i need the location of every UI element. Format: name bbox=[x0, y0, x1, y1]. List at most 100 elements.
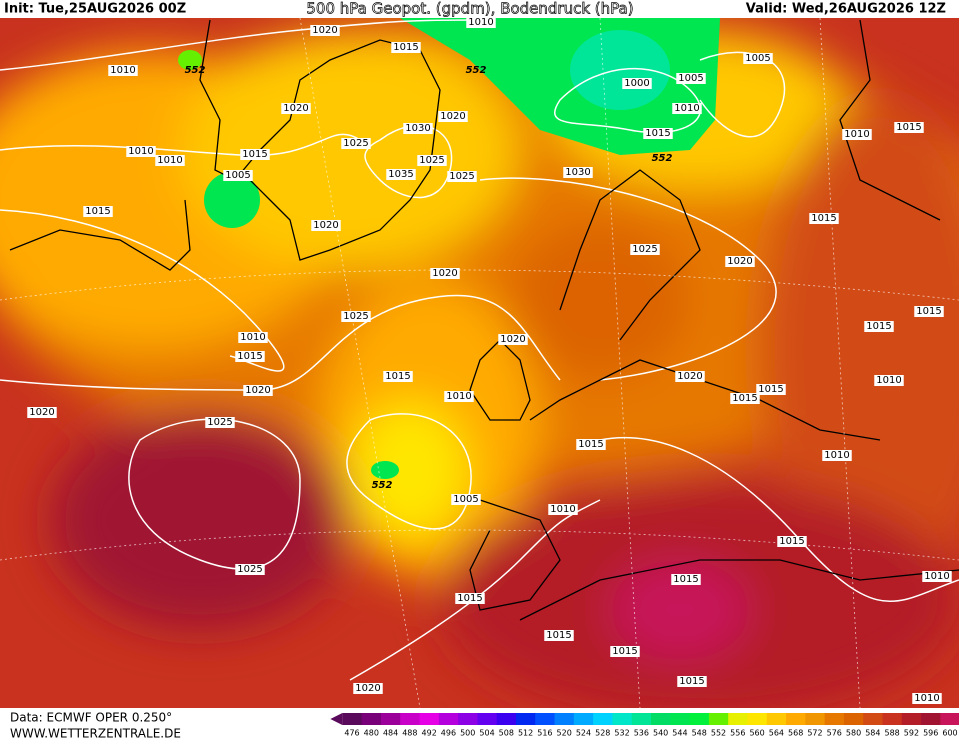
isobar-label-box bbox=[238, 332, 268, 343]
isobar-label: 1020 bbox=[355, 683, 380, 694]
isobar-label-box bbox=[240, 149, 270, 160]
data-source: Data: ECMWF OPER 0.250° bbox=[10, 711, 172, 725]
isobar-label: 1020 bbox=[245, 385, 270, 396]
colorbar-arrow-low bbox=[330, 713, 343, 725]
map-field bbox=[0, 18, 959, 708]
isobar-label: 1005 bbox=[453, 494, 478, 505]
isobar-label: 1020 bbox=[312, 25, 337, 36]
isobar-label-box bbox=[912, 693, 942, 704]
colorbar: 476 480 484 488 492 496 500 504 508 512 516 520 524 5… bbox=[330, 713, 959, 738]
colorbar-label: 520 bbox=[557, 729, 572, 738]
isobar-label-box bbox=[563, 167, 593, 178]
isobars bbox=[0, 19, 959, 681]
colorbar-label: 544 bbox=[672, 729, 687, 738]
colorbar-label: 588 bbox=[884, 729, 899, 738]
colorbar-label: 476 bbox=[344, 729, 359, 738]
isobar-label: 1020 bbox=[313, 220, 338, 231]
isobar-label: 1015 bbox=[758, 384, 783, 395]
isobar-label: 1035 bbox=[388, 169, 413, 180]
isobar-label: 552 bbox=[652, 153, 673, 164]
colorbar-label: 596 bbox=[923, 729, 938, 738]
valid-time: Valid: Wed,26AUG2026 12Z bbox=[746, 2, 946, 17]
isobar-label: 1010 bbox=[468, 17, 493, 28]
colorbar-cell bbox=[631, 713, 652, 725]
colorbar-cell bbox=[708, 713, 729, 725]
isobar-label: 1025 bbox=[237, 564, 262, 575]
isobar-label: 1005 bbox=[225, 170, 250, 181]
isobar-label-box bbox=[341, 311, 371, 322]
isobar-label: 1030 bbox=[405, 123, 430, 134]
isobar-label-box bbox=[205, 417, 235, 428]
isobar-label: 1015 bbox=[578, 439, 603, 450]
isobar-label-box bbox=[498, 334, 528, 345]
isobar-label-box bbox=[155, 155, 185, 166]
colorbar-label: 536 bbox=[634, 729, 649, 738]
colorbar-cell bbox=[921, 713, 941, 725]
isobar-label-box bbox=[341, 138, 371, 149]
isobar-label: 552 bbox=[372, 480, 393, 491]
colorbar-label: 496 bbox=[441, 729, 456, 738]
isobar-label: 1015 bbox=[85, 206, 110, 217]
isobar-label: 1020 bbox=[677, 371, 702, 382]
isobar-label-box bbox=[864, 321, 894, 332]
isobar-label-box bbox=[451, 494, 481, 505]
colorbar-cell bbox=[380, 713, 401, 725]
colorbar-label: 568 bbox=[788, 729, 803, 738]
isobar-label-box bbox=[675, 371, 705, 382]
colorbar-cell bbox=[766, 713, 787, 725]
isobar-label-box bbox=[756, 384, 786, 395]
init-time: Init: Tue,25AUG2026 00Z bbox=[4, 2, 186, 17]
colorbar-label: 580 bbox=[846, 729, 861, 738]
colorbar-label: 480 bbox=[364, 729, 379, 738]
isobar-label: 1025 bbox=[419, 155, 444, 166]
isobar-label: 1015 bbox=[732, 393, 757, 404]
colorbar-cell bbox=[863, 713, 883, 725]
isobar-label: 1015 bbox=[242, 149, 267, 160]
colorbar-cell bbox=[786, 713, 806, 725]
coastlines bbox=[9, 19, 959, 621]
graticule bbox=[0, 18, 959, 708]
isobar-label: 1010 bbox=[550, 504, 575, 515]
isobar-label: 1000 bbox=[624, 78, 649, 89]
website: WWW.WETTERZENTRALE.DE bbox=[10, 727, 181, 741]
colorbar-label: 488 bbox=[402, 729, 417, 738]
isobar-label-box bbox=[622, 78, 652, 89]
isobar-label-box bbox=[403, 123, 433, 134]
colorbar-cell bbox=[824, 713, 845, 725]
isobar-label-box bbox=[677, 676, 707, 687]
colorbar-cell bbox=[477, 713, 498, 725]
isobar-label-box bbox=[386, 169, 416, 180]
isobar-label-box bbox=[643, 128, 673, 139]
isobar-label-box bbox=[235, 351, 265, 362]
colorbar-cell bbox=[940, 713, 959, 725]
colorbar-cell bbox=[728, 713, 748, 725]
isobar-label-box bbox=[108, 65, 138, 76]
isobar-label-box bbox=[391, 42, 421, 53]
isobar-label-box bbox=[455, 593, 485, 604]
isobar-label: 1015 bbox=[612, 646, 637, 657]
isobar-label: 1020 bbox=[727, 256, 752, 267]
colorbar-label: 504 bbox=[479, 729, 494, 738]
isobar-label: 1010 bbox=[446, 391, 471, 402]
isobar-label: 1015 bbox=[811, 213, 836, 224]
isobar-label: 1015 bbox=[546, 630, 571, 641]
isobar-label: 1015 bbox=[779, 536, 804, 547]
colorbar-cell bbox=[843, 713, 864, 725]
isobar-label-box bbox=[809, 213, 839, 224]
colorbar-label: 584 bbox=[865, 729, 880, 738]
isobar-label-box bbox=[676, 73, 706, 84]
isobar-label: 552 bbox=[466, 65, 487, 76]
isobar-label-box bbox=[83, 206, 113, 217]
colorbar-cell bbox=[612, 713, 633, 725]
colorbar-cell bbox=[651, 713, 671, 725]
isobar-label-box bbox=[672, 103, 702, 114]
colorbar-cell bbox=[882, 713, 903, 725]
colorbar-cell bbox=[361, 713, 382, 725]
isobar-label: 1015 bbox=[916, 306, 941, 317]
colorbar-cell bbox=[515, 713, 536, 725]
isobar-label: 1015 bbox=[385, 371, 410, 382]
colorbar-label: 548 bbox=[692, 729, 707, 738]
isobar-label-box bbox=[126, 146, 156, 157]
isobar-label-box bbox=[544, 630, 574, 641]
